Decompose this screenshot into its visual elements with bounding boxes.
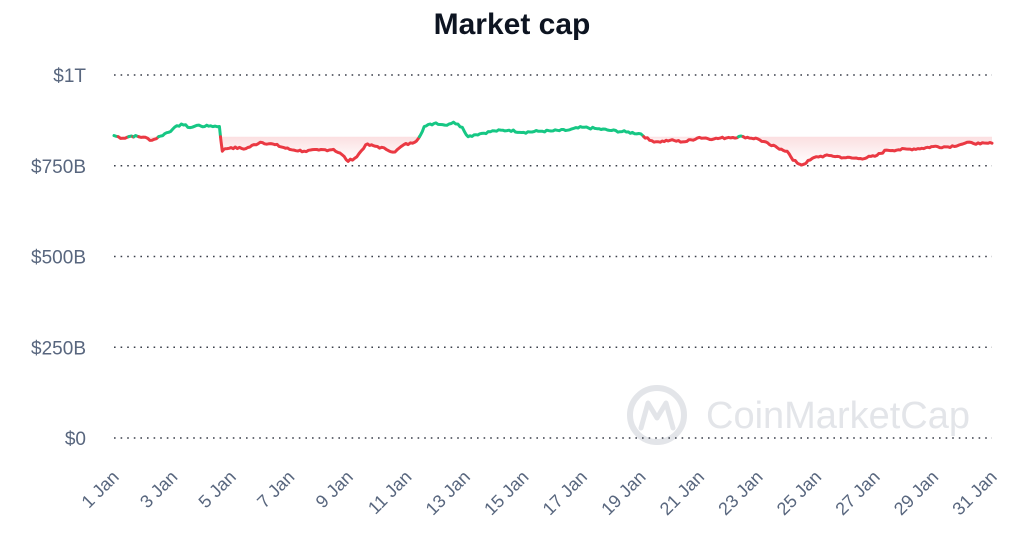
x-tick-label: 29 Jan [890, 467, 942, 519]
series-line-down-11 [741, 135, 994, 167]
x-tick-label: 19 Jan [597, 467, 649, 519]
x-tick-label: 1 Jan [78, 467, 123, 512]
series-line-down-9 [642, 135, 741, 144]
x-tick-label: 15 Jan [480, 467, 532, 519]
x-tick-label: 27 Jan [831, 467, 883, 519]
series-line-up-6 [157, 122, 222, 139]
x-tick-label: 13 Jan [422, 467, 474, 519]
coinmarketcap-watermark: CoinMarketCap [627, 385, 970, 445]
x-tick-label: 9 Jan [312, 467, 357, 512]
x-tick-label: 11 Jan [364, 467, 415, 518]
coinmarketcap-logo-icon [627, 385, 687, 445]
chart-title: Market cap [433, 8, 591, 41]
series-line-down-1 [116, 135, 131, 140]
y-tick-label: $500B [31, 248, 86, 269]
x-tick-label: 7 Jan [253, 467, 298, 512]
x-tick-label: 23 Jan [714, 467, 766, 519]
x-tick-label: 17 Jan [539, 467, 591, 519]
x-tick-label: 21 Jan [656, 467, 708, 519]
y-tick-label: $1T [53, 66, 86, 87]
y-tick-label: $750B [31, 157, 86, 178]
below-baseline-fill-11 [743, 136, 992, 165]
x-tick-label: 25 Jan [773, 467, 825, 519]
series-line-down-5 [137, 135, 161, 142]
y-tick-label: $0 [65, 429, 86, 450]
series-line-up-8 [418, 120, 646, 139]
watermark-text: CoinMarketCap [706, 395, 970, 437]
y-tick-label: $250B [31, 338, 86, 359]
series-line-down-7 [219, 135, 421, 163]
x-tick-label: 5 Jan [195, 467, 240, 512]
x-tick-label: 31 Jan [948, 467, 1000, 519]
x-tick-label: 3 Jan [136, 467, 181, 512]
